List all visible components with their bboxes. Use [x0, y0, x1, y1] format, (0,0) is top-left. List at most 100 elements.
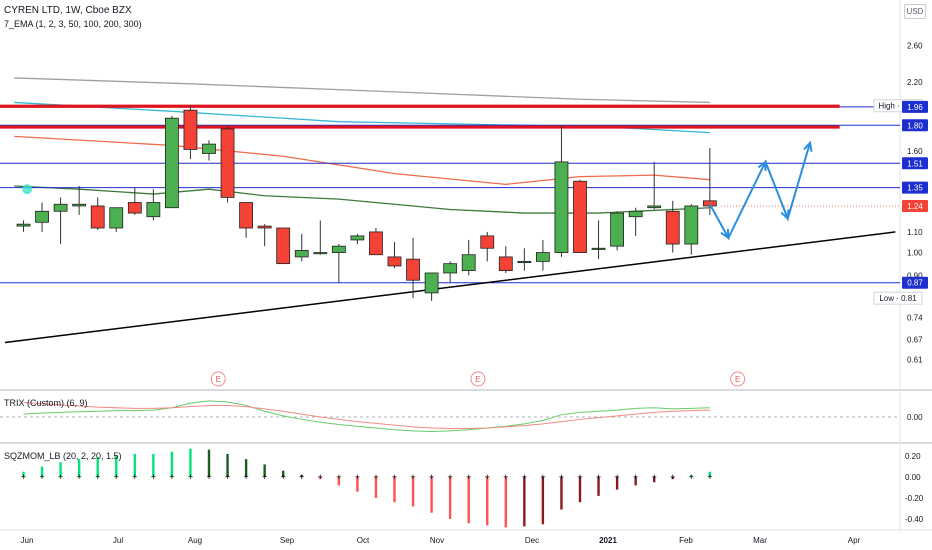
- sqzmom-dot: +: [77, 472, 82, 482]
- earnings-marker[interactable]: [210, 371, 226, 387]
- price-tick-label: 2.60: [907, 42, 923, 51]
- candle-body[interactable]: [164, 117, 179, 209]
- time-axis-label: Dec: [525, 536, 539, 545]
- candle-body[interactable]: [387, 256, 402, 267]
- candle-body[interactable]: [461, 254, 476, 272]
- currency-button[interactable]: USD: [904, 4, 926, 19]
- candle-body[interactable]: [684, 205, 699, 245]
- sqzmom-dot: +: [633, 472, 638, 482]
- candle-body[interactable]: [220, 128, 235, 198]
- sqzmom-dot: +: [21, 472, 26, 482]
- candle-body[interactable]: [406, 258, 420, 281]
- earnings-marker-label: E: [216, 375, 221, 384]
- level-badge-label: 0.87: [907, 279, 923, 288]
- sqzmom-legend[interactable]: SQZMOM_LB (20, 2, 20, 1.5): [4, 451, 122, 461]
- ema-indicator-legend[interactable]: 7_EMA (1, 2, 3, 50, 100, 200, 300): [4, 19, 142, 29]
- level-badge-label: Low · 0.81: [879, 294, 917, 303]
- sqzmom-dot: +: [225, 472, 230, 482]
- earnings-marker[interactable]: [730, 371, 746, 387]
- sqzmom-dot: +: [39, 472, 44, 482]
- candle-body[interactable]: [573, 180, 587, 253]
- sqzmom-dot: +: [392, 472, 397, 482]
- level-badge: [902, 157, 928, 170]
- time-axis-label: Feb: [679, 536, 693, 545]
- sqzmom-dot: +: [466, 472, 471, 482]
- candle-body[interactable]: [480, 235, 495, 249]
- candle-body[interactable]: [53, 203, 68, 212]
- earnings-marker[interactable]: [470, 371, 486, 387]
- sqzmom-tick-label: 0.00: [905, 473, 921, 482]
- level-badge: [902, 119, 928, 132]
- time-axis-label: Sep: [280, 536, 295, 545]
- sqzmom-dot: +: [169, 472, 174, 482]
- sqzmom-dot: +: [596, 472, 601, 482]
- earnings-marker-label: E: [735, 375, 740, 384]
- cursor-marker: [22, 184, 33, 195]
- time-axis-label: 2021: [599, 536, 617, 545]
- time-axis-label: Jul: [113, 536, 123, 545]
- candle-body[interactable]: [517, 260, 532, 263]
- ema-line: [14, 77, 710, 104]
- candle-body[interactable]: [554, 161, 569, 253]
- sqzmom-dot: +: [707, 472, 712, 482]
- candle-body[interactable]: [610, 212, 624, 247]
- candle-body[interactable]: [665, 210, 680, 245]
- arrow-head: [803, 140, 813, 152]
- sqzmom-dot: +: [577, 472, 582, 482]
- sqzmom-dot: +: [652, 472, 657, 482]
- sqzmom-dot: +: [429, 472, 434, 482]
- candle-body[interactable]: [239, 202, 254, 229]
- sqzmom-dot: +: [132, 472, 137, 482]
- sqzmom-dot: +: [151, 472, 156, 482]
- candle-body[interactable]: [424, 272, 439, 294]
- candle-body[interactable]: [369, 231, 383, 256]
- candle-body[interactable]: [183, 109, 198, 150]
- sqzmom-dot: +: [614, 472, 619, 482]
- candle-body[interactable]: [498, 256, 513, 272]
- level-badge-label: 1.35: [907, 184, 923, 193]
- trix-tick-label: 0.00: [907, 413, 923, 422]
- support-trendline[interactable]: [4, 231, 896, 344]
- trix-legend[interactable]: TRIX (Custom) (6, 9): [4, 398, 88, 408]
- time-axis-label: Oct: [357, 536, 370, 545]
- candle-body[interactable]: [35, 210, 49, 223]
- level-badge-label: High · 1.97: [878, 102, 918, 111]
- price-tick-label: 1.60: [907, 147, 923, 156]
- candle-body[interactable]: [146, 202, 161, 218]
- price-tick-label: 0.74: [907, 314, 923, 323]
- candle-body[interactable]: [202, 143, 216, 154]
- sqzmom-dot: +: [95, 472, 100, 482]
- level-badge-label: 1.24: [907, 202, 923, 211]
- candle-body[interactable]: [257, 225, 272, 229]
- candle-body[interactable]: [127, 202, 142, 214]
- sqzmom-dot: +: [448, 472, 453, 482]
- candle-body[interactable]: [90, 205, 105, 229]
- candle-body[interactable]: [313, 252, 328, 255]
- sqzmom-dot: +: [540, 472, 545, 482]
- candle-body[interactable]: [331, 245, 346, 253]
- sqzmom-dot: +: [299, 472, 304, 482]
- candle-body[interactable]: [443, 263, 458, 274]
- candle-body[interactable]: [647, 205, 662, 209]
- candle-body[interactable]: [109, 207, 124, 229]
- sqzmom-dot: +: [281, 472, 286, 482]
- sqzmom-tick-label: -0.20: [905, 494, 924, 503]
- level-badge: [902, 276, 928, 289]
- candle-body[interactable]: [350, 235, 365, 241]
- sqzmom-dot: +: [262, 472, 267, 482]
- arrow-head: [757, 159, 767, 171]
- projection-arrow-path[interactable]: [708, 142, 811, 241]
- candle-body[interactable]: [72, 203, 87, 207]
- candle-body[interactable]: [294, 249, 309, 258]
- candle-body[interactable]: [276, 227, 291, 265]
- level-badge-label: 1.80: [907, 121, 923, 130]
- candle-body[interactable]: [591, 247, 606, 250]
- candle-body[interactable]: [536, 252, 550, 262]
- sqzmom-tick-label: 0.20: [905, 452, 921, 461]
- level-badge: [902, 199, 928, 212]
- level-badge: [902, 100, 928, 113]
- candle-body[interactable]: [628, 210, 643, 218]
- candle-body[interactable]: [16, 223, 31, 227]
- sqzmom-dot: +: [58, 472, 63, 482]
